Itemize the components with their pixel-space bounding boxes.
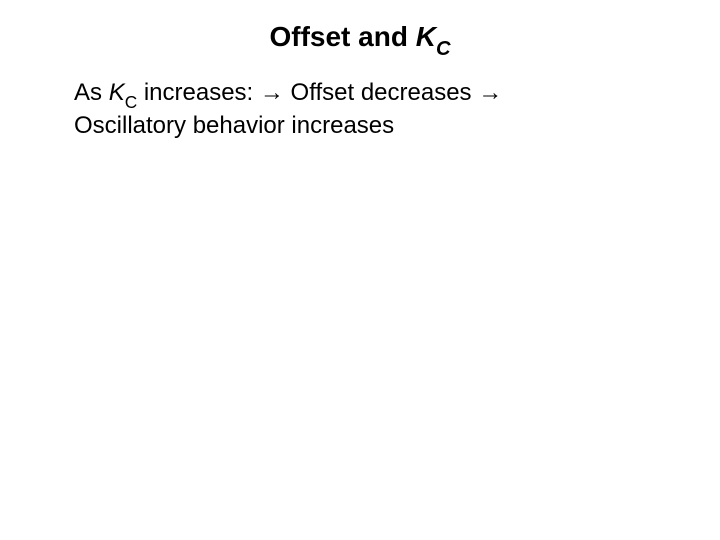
title-prefix: Offset and (269, 21, 415, 52)
title-subscript: C (436, 38, 451, 60)
arrow-icon: → (478, 79, 502, 106)
slide: Offset and KC As KC increases: → Offset … (0, 0, 720, 540)
body-after-arrow: Offset decreases (284, 79, 478, 106)
body-line2: Oscillatory behavior increases (74, 112, 394, 139)
title-variable: K (416, 21, 436, 52)
slide-title: Offset and KC (0, 20, 720, 59)
body-mid: increases: (137, 79, 260, 106)
body-variable: K (109, 79, 125, 106)
body-prefix: As (74, 79, 109, 106)
body-subscript: C (125, 92, 137, 112)
arrow-icon: → (260, 79, 284, 106)
slide-body: As KC increases: → Offset decreases → Os… (74, 78, 649, 141)
